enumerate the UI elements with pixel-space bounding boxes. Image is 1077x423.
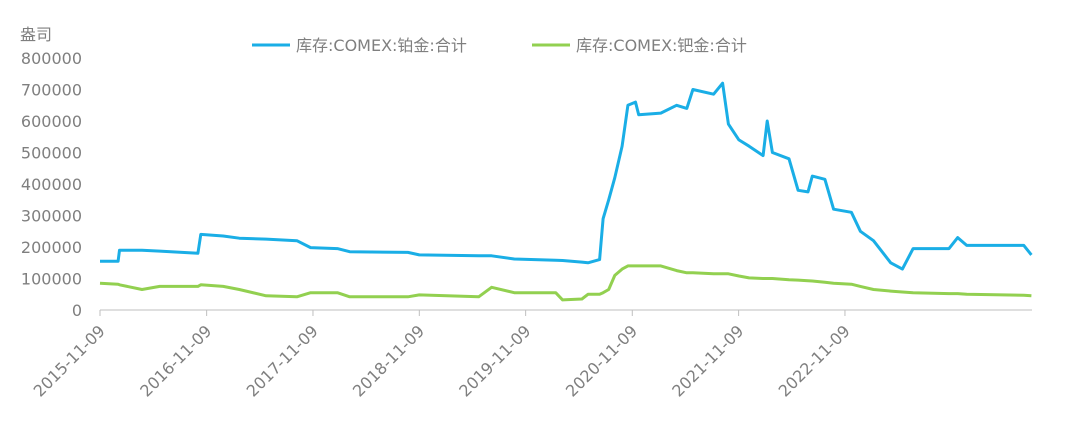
x-tick-label: 2015-11-09 — [30, 321, 109, 400]
y-tick-label: 800000 — [21, 49, 82, 68]
x-tick-label: 2022-11-09 — [775, 321, 854, 400]
y-tick-label: 400000 — [21, 175, 82, 194]
series-line — [100, 81, 1033, 271]
x-tick-label: 2021-11-09 — [668, 321, 747, 400]
y-tick-label: 500000 — [21, 144, 82, 163]
y-tick-label: 200000 — [21, 238, 82, 257]
legend-label: 库存:COMEX:铂金:合计 — [296, 36, 467, 55]
y-tick-label: 300000 — [21, 207, 82, 226]
y-tick-label: 100000 — [21, 270, 82, 289]
y-tick-label: 700000 — [21, 81, 82, 100]
x-tick-label: 2018-11-09 — [349, 321, 428, 400]
y-tick-label: 600000 — [21, 112, 82, 131]
series-line — [99, 264, 1032, 302]
x-tick-label: 2017-11-09 — [243, 321, 322, 400]
x-tick-label: 2020-11-09 — [562, 321, 641, 400]
y-tick-label: 0 — [72, 301, 82, 320]
y-axis-label: 盎司 — [20, 25, 52, 44]
x-tick-label: 2019-11-09 — [455, 321, 534, 400]
x-tick-label: 2016-11-09 — [136, 321, 215, 400]
legend-label: 库存:COMEX:钯金:合计 — [576, 36, 747, 55]
